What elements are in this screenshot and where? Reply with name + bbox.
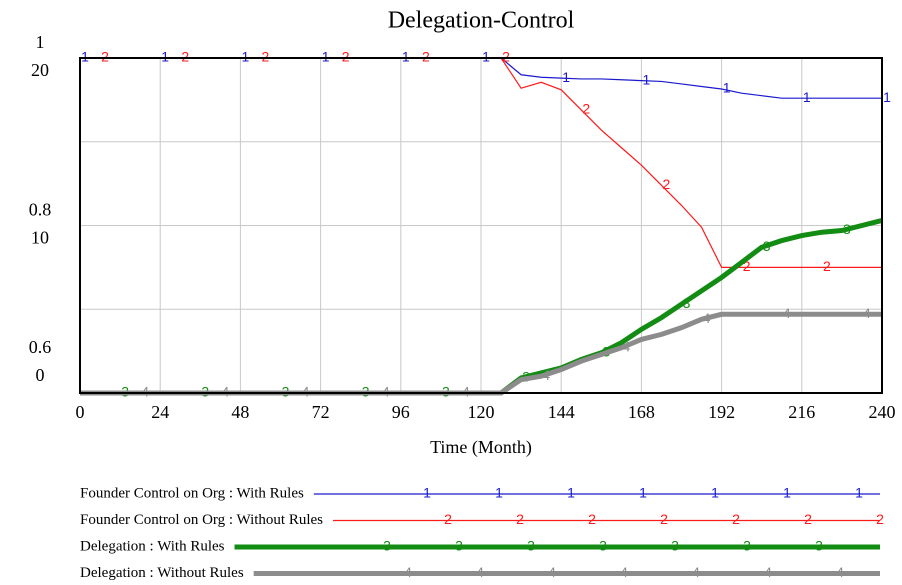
- legend-label: Delegation : Without Rules: [80, 565, 244, 581]
- series-marker: 1: [242, 49, 250, 65]
- legend-marker: 4: [476, 564, 484, 580]
- series-marker: 2: [342, 49, 350, 65]
- series-marker: 4: [462, 384, 470, 400]
- series-marker: 2: [422, 49, 430, 65]
- legend-marker: 3: [671, 538, 679, 554]
- series-marker: 2: [743, 258, 751, 274]
- legend-marker: 1: [855, 485, 863, 501]
- legend-marker: 2: [516, 511, 524, 527]
- series-marker: 3: [763, 238, 771, 254]
- x-tick-label: 48: [231, 402, 249, 422]
- series-marker: 2: [582, 101, 590, 117]
- legend-marker: 4: [548, 564, 556, 580]
- legend-marker: 4: [836, 564, 844, 580]
- series-marker: 2: [262, 49, 270, 65]
- legend-label: Founder Control on Org : With Rules: [80, 485, 304, 501]
- x-tick-label: 72: [312, 402, 330, 422]
- series-marker: 2: [101, 49, 109, 65]
- legend-marker: 1: [423, 485, 431, 501]
- series-marker: 1: [322, 49, 330, 65]
- legend-marker: 2: [588, 511, 596, 527]
- series-marker: 4: [141, 384, 149, 400]
- y-tick-label: 0.6: [29, 337, 52, 357]
- series-marker: 4: [382, 384, 390, 400]
- y2-tick-label: 10: [31, 228, 49, 248]
- legend-marker: 2: [876, 511, 884, 527]
- series-marker: 2: [502, 49, 510, 65]
- series-marker: 2: [823, 258, 831, 274]
- series-marker: 1: [803, 89, 811, 105]
- x-axis-label: Time (Month): [430, 437, 532, 458]
- series-marker: 4: [863, 305, 871, 321]
- x-tick-label: 144: [548, 402, 575, 422]
- series-marker: 4: [302, 384, 310, 400]
- series-marker: 3: [843, 221, 851, 237]
- legend-marker: 2: [444, 511, 452, 527]
- x-tick-label: 216: [788, 402, 815, 422]
- x-tick-label: 0: [76, 402, 85, 422]
- series-marker: 4: [703, 310, 711, 326]
- x-tick-label: 240: [869, 402, 896, 422]
- series-marker: 1: [643, 71, 651, 87]
- legend-marker: 3: [527, 538, 535, 554]
- series-marker: 2: [663, 176, 671, 192]
- y2-tick-label: 0: [36, 365, 45, 385]
- plot-frame: [79, 57, 883, 394]
- series-marker: 4: [622, 338, 630, 354]
- legend-marker: 1: [711, 485, 719, 501]
- x-tick-label: 192: [708, 402, 735, 422]
- legend-marker: 1: [783, 485, 791, 501]
- series-marker: 4: [542, 367, 550, 383]
- chart-title: Delegation-Control: [388, 8, 575, 34]
- legend-marker: 1: [495, 485, 503, 501]
- series-marker: 1: [402, 49, 410, 65]
- x-tick-label: 24: [151, 402, 169, 422]
- legend-marker: 1: [639, 485, 647, 501]
- legend-marker: 3: [599, 538, 607, 554]
- legend-marker: 4: [620, 564, 628, 580]
- legend-label: Founder Control on Org : Without Rules: [80, 512, 323, 528]
- legend-marker: 2: [732, 511, 740, 527]
- x-tick-label: 120: [468, 402, 495, 422]
- series-marker: 1: [562, 69, 570, 85]
- series-marker: 1: [161, 49, 169, 65]
- y2-tick-label: 20: [31, 60, 49, 80]
- series-marker: 1: [81, 49, 89, 65]
- series-marker: 4: [783, 305, 791, 321]
- legend-marker: 3: [743, 538, 751, 554]
- series-marker: 2: [181, 49, 189, 65]
- legend-marker: 3: [455, 538, 463, 554]
- legend-marker: 3: [815, 538, 823, 554]
- legend-marker: 2: [804, 511, 812, 527]
- legend-marker: 4: [764, 564, 772, 580]
- y-tick-label: 0.8: [29, 200, 52, 220]
- legend-marker: 4: [404, 564, 412, 580]
- series-marker: 4: [221, 384, 229, 400]
- legend-marker: 2: [660, 511, 668, 527]
- x-tick-label: 96: [392, 402, 410, 422]
- series-marker: 3: [683, 295, 691, 311]
- series-marker: 1: [883, 89, 891, 105]
- series-marker: 1: [482, 49, 490, 65]
- series-marker: 1: [723, 80, 731, 96]
- legend-label: Delegation : With Rules: [80, 538, 225, 554]
- x-tick-label: 168: [628, 402, 655, 422]
- legend-marker: 3: [383, 538, 391, 554]
- legend-marker: 1: [567, 485, 575, 501]
- legend-marker: 4: [692, 564, 700, 580]
- y-tick-label: 1: [36, 32, 45, 52]
